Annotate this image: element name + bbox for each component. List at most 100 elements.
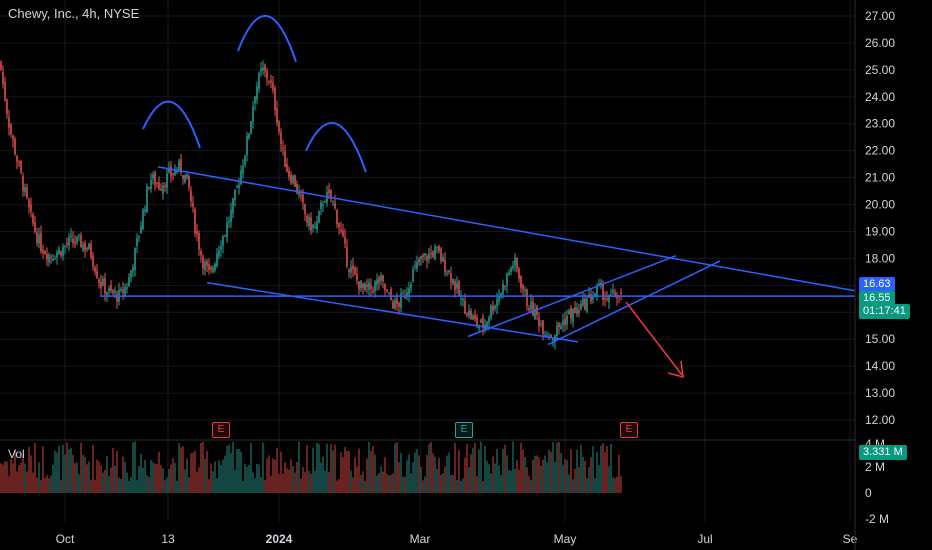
candle-body xyxy=(476,317,478,326)
candle-body xyxy=(338,222,340,228)
volume-bar xyxy=(250,443,252,493)
candle-body xyxy=(46,254,48,260)
candle-body xyxy=(594,293,596,297)
upper-trendline[interactable] xyxy=(157,166,856,292)
volume-bar xyxy=(574,468,576,493)
volume-bar xyxy=(60,479,62,493)
candle-body xyxy=(170,166,172,176)
price-tick-label: 22.00 xyxy=(865,144,895,158)
volume-bar xyxy=(256,463,258,493)
lower-trendline[interactable] xyxy=(206,281,579,343)
volume-bar xyxy=(208,479,210,493)
volume-bar xyxy=(266,458,268,493)
candle-body xyxy=(188,176,190,188)
volume-bar xyxy=(360,474,362,493)
candle-body xyxy=(184,174,186,183)
candle-body xyxy=(522,284,524,290)
volume-bar xyxy=(516,460,518,493)
candle-body xyxy=(242,165,244,174)
volume-bar xyxy=(376,475,378,493)
volume-bar xyxy=(176,480,178,493)
candle-body xyxy=(186,173,188,178)
candle-body xyxy=(332,200,334,202)
price-tick-label: 23.00 xyxy=(865,117,895,131)
candle-body xyxy=(386,289,388,292)
volume-bar xyxy=(290,459,292,493)
candle-body xyxy=(464,300,466,315)
candle-body xyxy=(296,183,298,194)
candle-body xyxy=(92,255,94,267)
time-tick-label: Oct xyxy=(56,532,75,546)
volume-bar xyxy=(308,471,310,493)
volume-bar xyxy=(14,450,16,493)
candle-body xyxy=(352,265,354,270)
candle-body xyxy=(172,173,174,175)
earnings-marker-2[interactable]: E xyxy=(455,422,473,438)
volume-bar xyxy=(520,442,522,493)
time-tick-label: Se xyxy=(843,532,858,546)
price-tick-label: 15.00 xyxy=(865,332,895,346)
candle-body xyxy=(524,289,526,292)
candle-body xyxy=(378,277,380,283)
candle-body xyxy=(66,243,68,245)
candle-body xyxy=(190,190,192,202)
volume-bar xyxy=(132,442,134,493)
candle-body xyxy=(258,72,260,89)
volume-bar xyxy=(152,462,154,493)
candle-body xyxy=(364,283,366,291)
volume-bar xyxy=(86,464,88,493)
candle-body xyxy=(444,259,446,273)
candle-body xyxy=(84,242,86,251)
candle-body xyxy=(564,319,566,325)
volume-bar xyxy=(206,450,208,493)
volume-bar xyxy=(190,453,192,493)
channel-upper[interactable] xyxy=(467,255,677,338)
candle-body xyxy=(40,232,42,252)
candle-body xyxy=(392,301,394,309)
volume-bar xyxy=(44,477,46,493)
volume-bar xyxy=(458,450,460,493)
candle-body xyxy=(102,279,104,286)
channel-lower[interactable] xyxy=(547,260,721,346)
candle-body xyxy=(500,293,502,297)
volume-bar xyxy=(128,480,130,493)
volume-bar xyxy=(572,479,574,493)
volume-bar xyxy=(142,467,144,493)
volume-bar xyxy=(102,472,104,493)
earnings-marker-1[interactable]: E xyxy=(212,422,230,438)
candle-body xyxy=(100,281,102,288)
earnings-marker-3[interactable]: E xyxy=(620,422,638,438)
volume-bar xyxy=(334,444,336,493)
volume-bar xyxy=(532,459,534,493)
volume-bar xyxy=(66,442,68,493)
candle-body xyxy=(254,96,256,104)
volume-last-badge: 3.331 M xyxy=(859,445,907,460)
candle-body xyxy=(472,315,474,320)
volume-bar xyxy=(64,454,66,493)
volume-bar xyxy=(524,457,526,493)
candle-body xyxy=(348,269,350,272)
volume-bar xyxy=(510,470,512,493)
left-shoulder-arc[interactable] xyxy=(142,100,201,149)
volume-bar xyxy=(172,458,174,493)
candle-body xyxy=(16,155,18,162)
volume-bar xyxy=(302,467,304,493)
head-arc[interactable] xyxy=(237,15,297,63)
volume-bar xyxy=(502,448,504,493)
candle-body xyxy=(568,310,570,315)
volume-bar xyxy=(536,455,538,493)
volume-bar xyxy=(94,479,96,493)
candle-body xyxy=(124,287,126,297)
volume-bar xyxy=(398,462,400,493)
candle-body xyxy=(0,61,2,70)
volume-bar xyxy=(32,472,34,493)
volume-bar xyxy=(288,469,290,493)
volume-bar xyxy=(416,449,418,493)
right-shoulder-arc[interactable] xyxy=(305,121,367,173)
candle-body xyxy=(576,307,578,315)
volume-bar xyxy=(154,463,156,493)
volume-bar xyxy=(430,441,432,493)
candle-body xyxy=(122,289,124,294)
volume-bar xyxy=(560,453,562,493)
